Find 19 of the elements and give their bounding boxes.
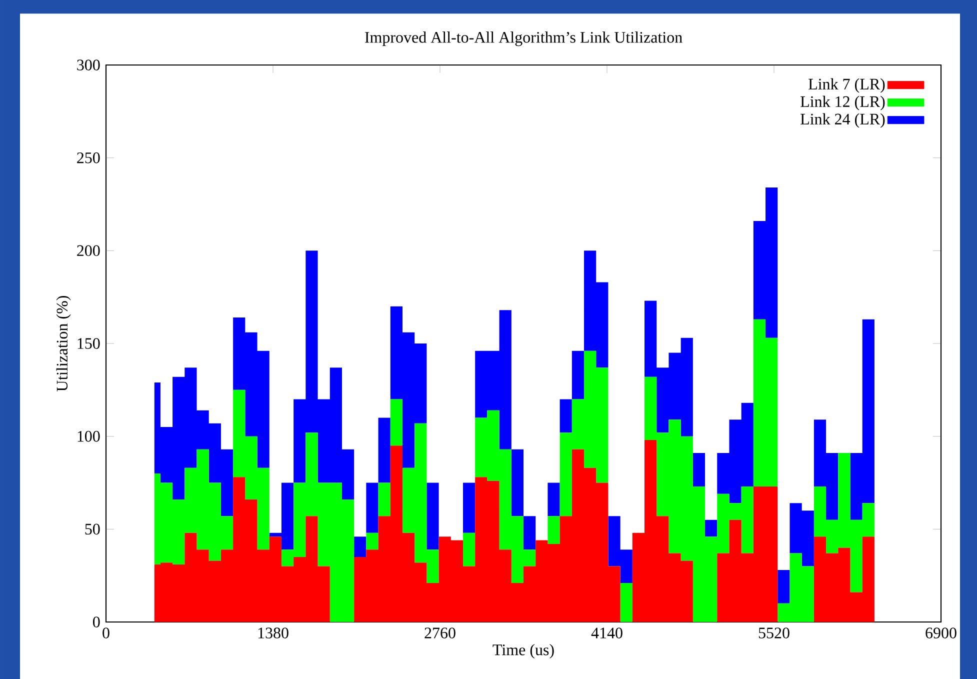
y-tick-label: 250 (77, 152, 100, 164)
x-axis-title: Time (us) (492, 644, 554, 659)
x-tick-label: 4140 (591, 628, 622, 638)
x-tick-label: 5520 (758, 628, 790, 638)
legend-label: Link 24 (LR) (800, 113, 885, 128)
x-tick-label: 1380 (258, 628, 288, 638)
chart-title: Improved All-to-All Algorithm’s Link Utilization (365, 32, 682, 46)
y-tick-label: 150 (78, 338, 100, 349)
legend-label: Link 12 (LR) (800, 96, 885, 110)
y-axis-title: Utilization (%) (56, 296, 71, 392)
x-tick-label: 2760 (424, 628, 456, 638)
y-tick-label: 200 (77, 245, 100, 256)
y-tick-label: 100 (78, 430, 100, 442)
y-tick-label: 300 (77, 60, 100, 70)
legend-label: Link 7 (LR) (808, 78, 885, 93)
y-tick-label: 50 (85, 524, 100, 535)
y-tick-label: 0 (93, 616, 100, 628)
x-tick-label: 6900 (926, 628, 956, 638)
x-tick-label: 0 (102, 628, 110, 638)
